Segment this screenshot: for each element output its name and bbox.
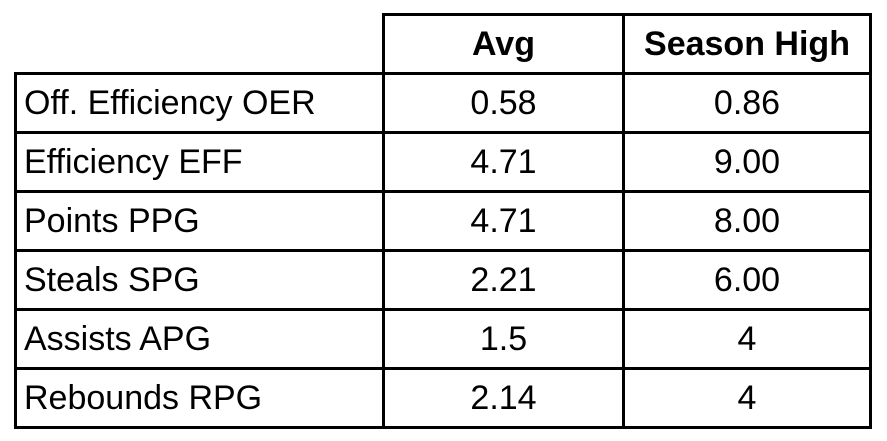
header-row: Avg Season High: [15, 13, 872, 75]
stat-avg: 4.71: [382, 190, 625, 252]
header-corner-cell: [15, 14, 385, 75]
header-avg: Avg: [382, 13, 625, 75]
stat-label: Off. Efficiency OER: [14, 72, 385, 134]
table-row: Off. Efficiency OER 0.58 0.86: [14, 72, 872, 134]
stat-season-high: 4: [622, 308, 872, 370]
stat-season-high: 0.86: [622, 72, 872, 134]
stat-avg: 1.5: [382, 308, 625, 370]
stat-avg: 0.58: [382, 72, 625, 134]
stat-label: Efficiency EFF: [14, 131, 385, 193]
header-season-high: Season High: [622, 13, 872, 75]
stat-label: Rebounds RPG: [14, 367, 385, 429]
stat-avg: 4.71: [382, 131, 625, 193]
table-row: Points PPG 4.71 8.00: [14, 190, 872, 252]
table-row: Assists APG 1.5 4: [14, 308, 872, 370]
table-row: Steals SPG 2.21 6.00: [14, 249, 872, 311]
table-row: Efficiency EFF 4.71 9.00: [14, 131, 872, 193]
stat-label: Points PPG: [14, 190, 385, 252]
stats-table: Avg Season High Off. Efficiency OER 0.58…: [14, 13, 872, 429]
stat-season-high: 6.00: [622, 249, 872, 311]
stat-season-high: 9.00: [622, 131, 872, 193]
stat-avg: 2.21: [382, 249, 625, 311]
table-row: Rebounds RPG 2.14 4: [14, 367, 872, 429]
stat-season-high: 8.00: [622, 190, 872, 252]
stat-season-high: 4: [622, 367, 872, 429]
stat-avg: 2.14: [382, 367, 625, 429]
stat-label: Assists APG: [14, 308, 385, 370]
stat-label: Steals SPG: [14, 249, 385, 311]
